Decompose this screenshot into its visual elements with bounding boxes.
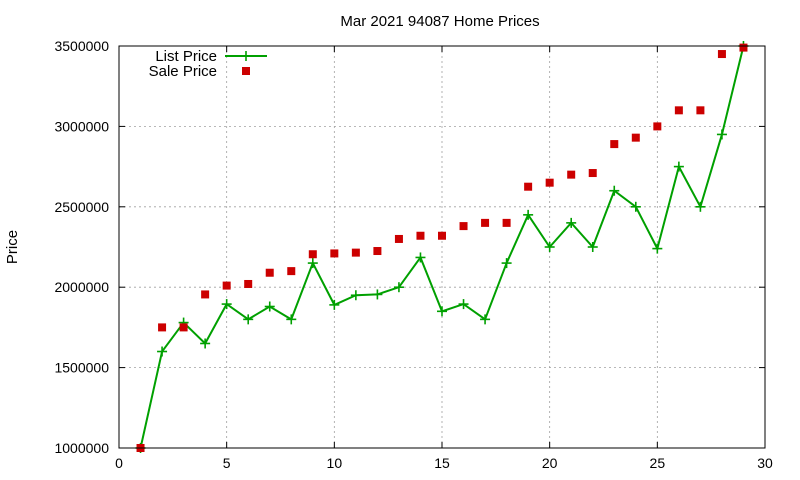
x-tick-label: 0 [115, 455, 123, 471]
x-tick-label: 5 [223, 455, 231, 471]
chart-title: Mar 2021 94087 Home Prices [340, 13, 539, 30]
sale-price-point [244, 279, 253, 288]
series-layer [135, 41, 749, 453]
list-price-point [458, 299, 469, 310]
sale-price-point [438, 231, 446, 240]
list-price-point [673, 161, 684, 172]
y-axis-label: Price [4, 230, 21, 264]
series-sale-price [136, 43, 748, 452]
sale-price-point [481, 218, 490, 227]
sale-price-point [653, 122, 662, 131]
legend-swatches [225, 51, 267, 75]
legend-label-list-price: List Price [155, 48, 217, 65]
sale-price-point [545, 178, 554, 187]
list-price-point [695, 201, 706, 212]
list-price-point [286, 314, 297, 325]
sale-price-point [502, 218, 511, 227]
sale-price-point [739, 43, 748, 52]
sale-price-point [351, 248, 360, 257]
list-price-point [350, 290, 361, 301]
list-price-point [243, 314, 254, 325]
sale-price-point [567, 170, 576, 179]
sale-price-point [524, 182, 533, 191]
list-price-point [630, 201, 641, 212]
list-price-point [652, 243, 663, 254]
list-price-point [587, 242, 598, 252]
y-tick-label: 3500000 [54, 38, 109, 54]
grid-lines [119, 46, 765, 448]
sale-price-point [330, 249, 339, 258]
y-tick-label: 2500000 [54, 199, 109, 215]
list-price-point [523, 209, 534, 220]
x-tick-label: 15 [434, 455, 450, 471]
list-price-point [437, 306, 447, 317]
list-price-point [200, 338, 211, 349]
sale-price-point [674, 106, 683, 115]
legend-label-sale-price: Sale Price [149, 63, 217, 80]
sale-price-point [717, 50, 726, 59]
sale-price-point [631, 133, 640, 142]
list-price-point [566, 217, 577, 228]
sale-price-point [287, 267, 296, 276]
list-price-point [716, 129, 727, 140]
list-price-point [329, 299, 340, 310]
x-tick-label: 20 [542, 455, 558, 471]
sale-price-point [373, 247, 382, 256]
plot-frame [118, 45, 766, 449]
list-price-point [544, 242, 555, 252]
x-tick-label: 25 [650, 455, 666, 471]
sale-price-point [696, 106, 705, 115]
list-price-point [157, 346, 168, 357]
sale-price-point [610, 140, 619, 149]
legend: List Price Sale Price [149, 48, 267, 80]
legend-marker-list-price [241, 51, 251, 61]
sale-price-point [265, 268, 274, 277]
y-tick-label: 3000000 [54, 118, 109, 134]
sale-price-point [588, 169, 597, 178]
legend-marker-sale-price [242, 67, 250, 75]
axis-ticks: 0 5 10 15 20 25 30 1000000 1500000 2000000 2500000… [54, 38, 773, 471]
x-tick-label: 10 [327, 455, 343, 471]
list-price-point [415, 252, 426, 263]
list-price-point [221, 299, 232, 310]
sale-price-point [394, 234, 403, 243]
x-tick-label: 30 [757, 455, 773, 471]
list-price-point [480, 314, 491, 325]
list-price-point [264, 301, 275, 312]
list-price-point [393, 282, 404, 293]
list-price-point [501, 258, 512, 269]
sale-price-point [179, 323, 188, 332]
sale-price-point [459, 222, 468, 231]
y-tick-label: 2000000 [54, 279, 109, 295]
sale-price-point [416, 231, 425, 240]
y-tick-label: 1500000 [54, 360, 109, 376]
list-price-point [609, 185, 620, 196]
list-price-point [307, 258, 318, 269]
sale-price-point [158, 323, 167, 332]
list-price-point [372, 289, 383, 300]
sale-price-point [222, 281, 231, 290]
sale-price-point [308, 250, 317, 259]
sale-price-point [201, 290, 210, 299]
y-tick-label: 1000000 [54, 440, 109, 456]
